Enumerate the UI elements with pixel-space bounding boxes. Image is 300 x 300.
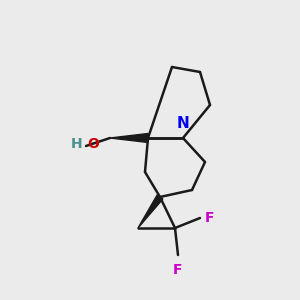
Text: F: F bbox=[205, 211, 214, 225]
Text: H: H bbox=[70, 137, 82, 151]
Text: F: F bbox=[173, 263, 183, 277]
Polygon shape bbox=[110, 134, 148, 142]
Text: O: O bbox=[87, 137, 99, 151]
Text: N: N bbox=[177, 116, 189, 131]
Polygon shape bbox=[138, 195, 163, 228]
